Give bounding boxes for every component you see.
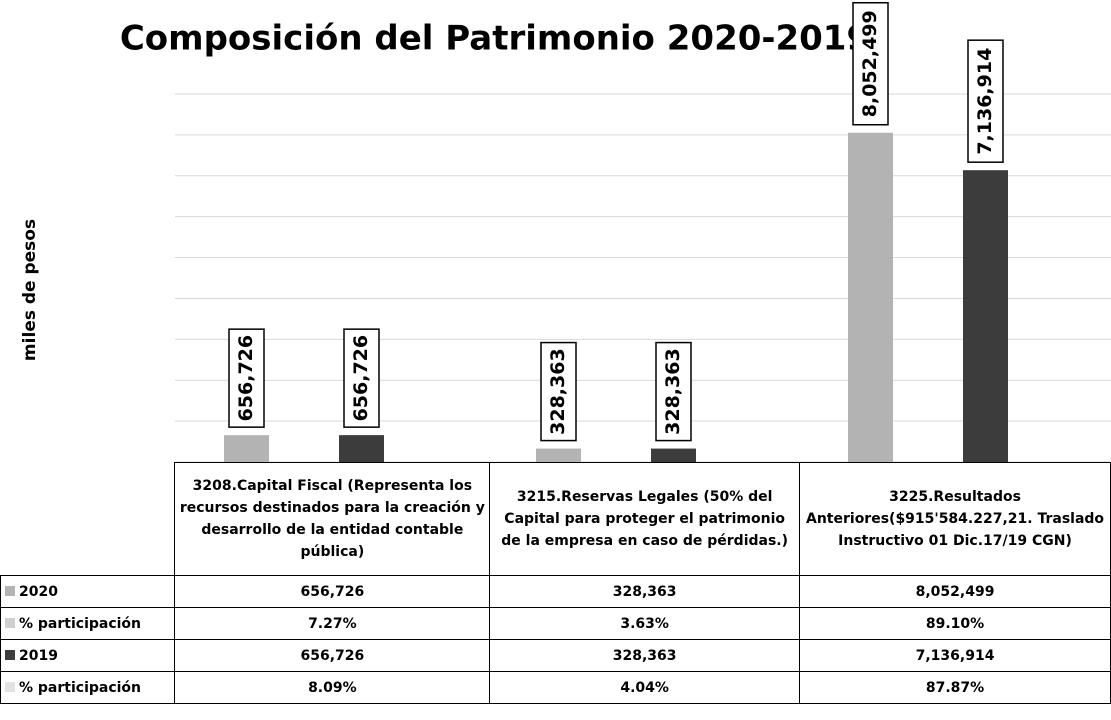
table-row: % participación 8.09% 4.04% 87.87% bbox=[0, 671, 1111, 704]
bar bbox=[224, 435, 269, 462]
legend-swatch bbox=[5, 617, 15, 628]
legend-label: 2019 bbox=[19, 647, 58, 664]
bar bbox=[651, 448, 696, 462]
category-label: 3225.Resultados Anteriores($915'584.227,… bbox=[799, 462, 1111, 576]
data-label-box bbox=[852, 1, 889, 126]
bar bbox=[339, 435, 384, 462]
bar bbox=[963, 170, 1008, 462]
legend-swatch bbox=[5, 681, 15, 692]
table-value: 8,052,499 bbox=[799, 575, 1111, 608]
table-value: 656,726 bbox=[174, 575, 491, 608]
data-label: 328,363 bbox=[547, 348, 569, 435]
chart-title: Composición del Patrimonio 2020-2019 bbox=[120, 19, 870, 59]
data-table: 3208.Capital Fiscal (Representa los recu… bbox=[0, 462, 1111, 704]
legend-label: % participación bbox=[19, 679, 142, 696]
category-label: 3208.Capital Fiscal (Representa los recu… bbox=[174, 462, 491, 576]
legend-swatch bbox=[5, 585, 15, 596]
legend-label: % participación bbox=[19, 615, 142, 632]
legend-entry: 2020 bbox=[0, 575, 176, 608]
table-row: 2020 656,726 328,363 8,052,499 bbox=[0, 575, 1111, 608]
table-value: 656,726 bbox=[174, 639, 491, 672]
legend-entry: 2019 bbox=[0, 639, 176, 672]
table-value: 328,363 bbox=[489, 575, 801, 608]
legend-entry: % participación bbox=[0, 671, 176, 704]
y-axis-label: miles de pesos bbox=[20, 219, 40, 361]
data-label-box bbox=[655, 341, 692, 442]
legend-entry: % participación bbox=[0, 607, 176, 640]
table-value: 87.87% bbox=[799, 671, 1111, 704]
data-label-box bbox=[967, 39, 1004, 163]
table-value: 8.09% bbox=[174, 671, 491, 704]
data-label-box bbox=[228, 328, 265, 428]
table-row: % participación 7.27% 3.63% 89.10% bbox=[0, 607, 1111, 640]
table-value: 328,363 bbox=[489, 639, 801, 672]
data-label-box bbox=[540, 341, 577, 442]
table-value: 7.27% bbox=[174, 607, 491, 640]
table-row: 2019 656,726 328,363 7,136,914 bbox=[0, 639, 1111, 672]
table-corner bbox=[1, 463, 175, 576]
table-value: 89.10% bbox=[799, 607, 1111, 640]
table-header-row: 3208.Capital Fiscal (Representa los recu… bbox=[1, 462, 1111, 576]
legend-swatch bbox=[5, 649, 15, 660]
data-label: 8,052,499 bbox=[859, 10, 881, 117]
category-label: 3215.Reservas Legales (50% del Capital p… bbox=[489, 462, 801, 576]
data-label: 7,136,914 bbox=[974, 48, 996, 155]
legend-label: 2020 bbox=[19, 583, 58, 600]
table-value: 4.04% bbox=[489, 671, 801, 704]
data-label: 656,726 bbox=[350, 335, 372, 422]
chart: Composición del Patrimonio 2020-2019 mil… bbox=[20, 1, 1111, 462]
table-value: 7,136,914 bbox=[799, 639, 1111, 672]
bar bbox=[536, 448, 581, 462]
data-label-box bbox=[343, 328, 380, 428]
data-label: 328,363 bbox=[662, 348, 684, 435]
table-value: 3.63% bbox=[489, 607, 801, 640]
bar bbox=[848, 132, 893, 462]
data-label: 656,726 bbox=[235, 335, 257, 422]
